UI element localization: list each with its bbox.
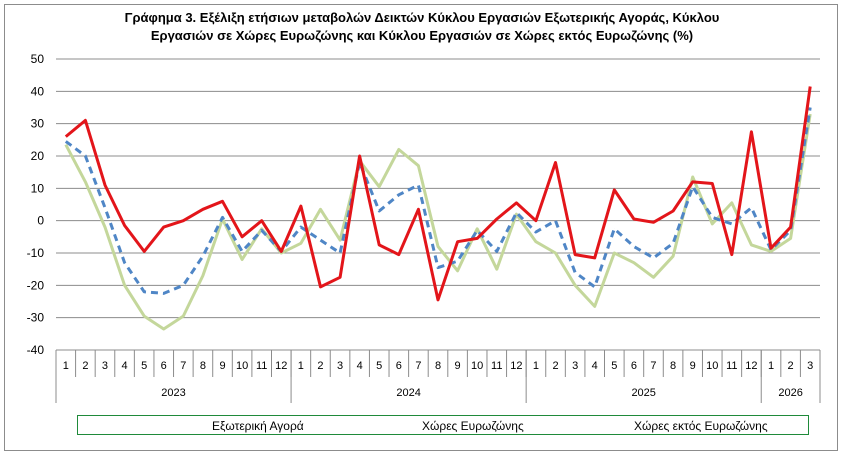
x-tick-label: 10 (471, 360, 483, 372)
legend-label-eurozone: Χώρες Ευρωζώνης (422, 419, 524, 433)
x-tick-label: 2 (82, 360, 88, 372)
x-tick-label: 3 (572, 360, 578, 372)
legend-label-external: Εξωτερική Αγορά (212, 419, 304, 433)
x-tick-label: 8 (200, 360, 206, 372)
x-tick-label: 6 (396, 360, 402, 372)
x-tick-label: 1 (533, 360, 539, 372)
legend-item-non-eurozone: Χώρες εκτός Ευρωζώνης (566, 418, 768, 434)
x-tick-label: 8 (435, 360, 441, 372)
y-tick-label: 30 (31, 117, 45, 131)
year-label: 2026 (778, 387, 802, 399)
x-tick-label: 10 (236, 360, 248, 372)
x-tick-label: 9 (219, 360, 225, 372)
x-tick-label: 7 (650, 360, 656, 372)
y-tick-label: 50 (31, 52, 45, 66)
x-tick-label: 1 (768, 360, 774, 372)
x-tick-label: 9 (690, 360, 696, 372)
x-tick-label: 9 (455, 360, 461, 372)
x-tick-label: 4 (592, 360, 598, 372)
x-tick-label: 12 (275, 360, 287, 372)
x-tick-label: 5 (611, 360, 617, 372)
x-tick-label: 1 (298, 360, 304, 372)
series-line-external (64, 107, 812, 295)
x-tick-label: 12 (510, 360, 522, 372)
x-tick-label: 4 (357, 360, 363, 372)
series-lines (64, 86, 812, 331)
y-tick-label: 0 (37, 214, 44, 228)
x-tick-label: 12 (745, 360, 757, 372)
year-label: 2024 (396, 387, 420, 399)
x-tick-label: 11 (256, 360, 267, 372)
legend-item-eurozone: Χώρες Ευρωζώνης (354, 418, 524, 434)
legend: Εξωτερική Αγορά Χώρες Ευρωζώνης Χώρες εκ… (77, 415, 809, 435)
x-tick-label: 1 (63, 360, 69, 372)
year-label: 2023 (161, 387, 185, 399)
x-tick-label: 11 (726, 360, 737, 372)
y-tick-label: 20 (31, 149, 45, 163)
x-tick-label: 10 (706, 360, 718, 372)
y-tick-label: -10 (27, 246, 45, 260)
x-tick-label: 5 (376, 360, 382, 372)
x-tick-label: 8 (670, 360, 676, 372)
x-tick-label: 2 (788, 360, 794, 372)
x-tick-label: 6 (631, 360, 637, 372)
x-tick-label: 2 (552, 360, 558, 372)
chart-title: Γράφημα 3. Εξέλιξη ετήσιων μεταβολών Δει… (0, 9, 844, 45)
x-tick-label: 3 (102, 360, 108, 372)
x-tick-label: 4 (122, 360, 128, 372)
chart-title-line-1: Γράφημα 3. Εξέλιξη ετήσιων μεταβολών Δει… (124, 10, 720, 25)
x-tick-label: 2 (317, 360, 323, 372)
x-tick-label: 5 (141, 360, 147, 372)
x-tick-label: 7 (180, 360, 186, 372)
chart-title-line-2: Εργασιών σε Χώρες Ευρωζώνης και Κύκλου Ε… (150, 28, 694, 43)
legend-label-non-eurozone: Χώρες εκτός Ευρωζώνης (634, 419, 768, 433)
x-tick-label: 3 (337, 360, 343, 372)
x-tick-label: 6 (161, 360, 167, 372)
x-tick-label: 3 (807, 360, 813, 372)
y-tick-label: -20 (27, 278, 45, 292)
x-tick-label: 11 (491, 360, 502, 372)
year-label: 2025 (631, 387, 655, 399)
y-tick-label: 10 (31, 181, 45, 195)
y-tick-label: 40 (31, 84, 45, 98)
x-tick-label: 7 (415, 360, 421, 372)
y-tick-label: -30 (27, 311, 45, 325)
legend-item-external: Εξωτερική Αγορά (144, 418, 304, 434)
y-tick-label: -40 (27, 343, 45, 357)
